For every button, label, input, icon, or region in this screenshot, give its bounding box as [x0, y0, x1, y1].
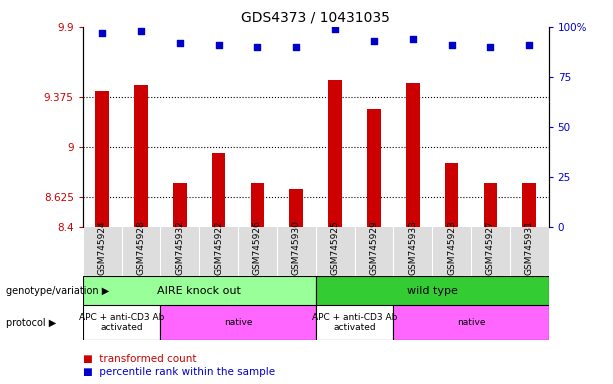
Point — [136, 28, 146, 34]
Bar — [406, 83, 419, 227]
Point — [330, 26, 340, 32]
Bar — [134, 86, 148, 227]
Point — [97, 30, 107, 36]
Text: APC + anti-CD3 Ab
activated: APC + anti-CD3 Ab activated — [79, 313, 164, 332]
Bar — [173, 183, 186, 227]
Text: wild type: wild type — [407, 286, 457, 296]
Bar — [83, 305, 161, 340]
Title: GDS4373 / 10431035: GDS4373 / 10431035 — [242, 10, 390, 24]
Bar — [83, 276, 316, 305]
Bar — [329, 80, 342, 227]
Bar — [316, 276, 549, 305]
Text: AIRE knock out: AIRE knock out — [158, 286, 241, 296]
Text: ■  percentile rank within the sample: ■ percentile rank within the sample — [83, 367, 275, 377]
Text: ■  transformed count: ■ transformed count — [83, 354, 196, 364]
Point — [524, 42, 534, 48]
Bar — [445, 163, 459, 227]
Point — [369, 38, 379, 44]
Bar — [522, 183, 536, 227]
Text: native: native — [224, 318, 253, 327]
Bar — [367, 109, 381, 227]
Text: genotype/variation ▶: genotype/variation ▶ — [6, 286, 109, 296]
Point — [408, 36, 417, 42]
Bar — [251, 183, 264, 227]
Point — [214, 42, 224, 48]
Bar — [289, 189, 303, 227]
Point — [175, 40, 185, 46]
Point — [291, 44, 301, 50]
Text: APC + anti-CD3 Ab
activated: APC + anti-CD3 Ab activated — [312, 313, 397, 332]
Bar — [484, 183, 497, 227]
Text: protocol ▶: protocol ▶ — [6, 318, 56, 328]
Text: native: native — [457, 318, 485, 327]
Point — [447, 42, 457, 48]
Bar — [394, 305, 549, 340]
Bar — [212, 153, 226, 227]
Bar — [161, 305, 316, 340]
Point — [253, 44, 262, 50]
Point — [485, 44, 495, 50]
Bar — [316, 305, 394, 340]
Bar — [96, 91, 109, 227]
